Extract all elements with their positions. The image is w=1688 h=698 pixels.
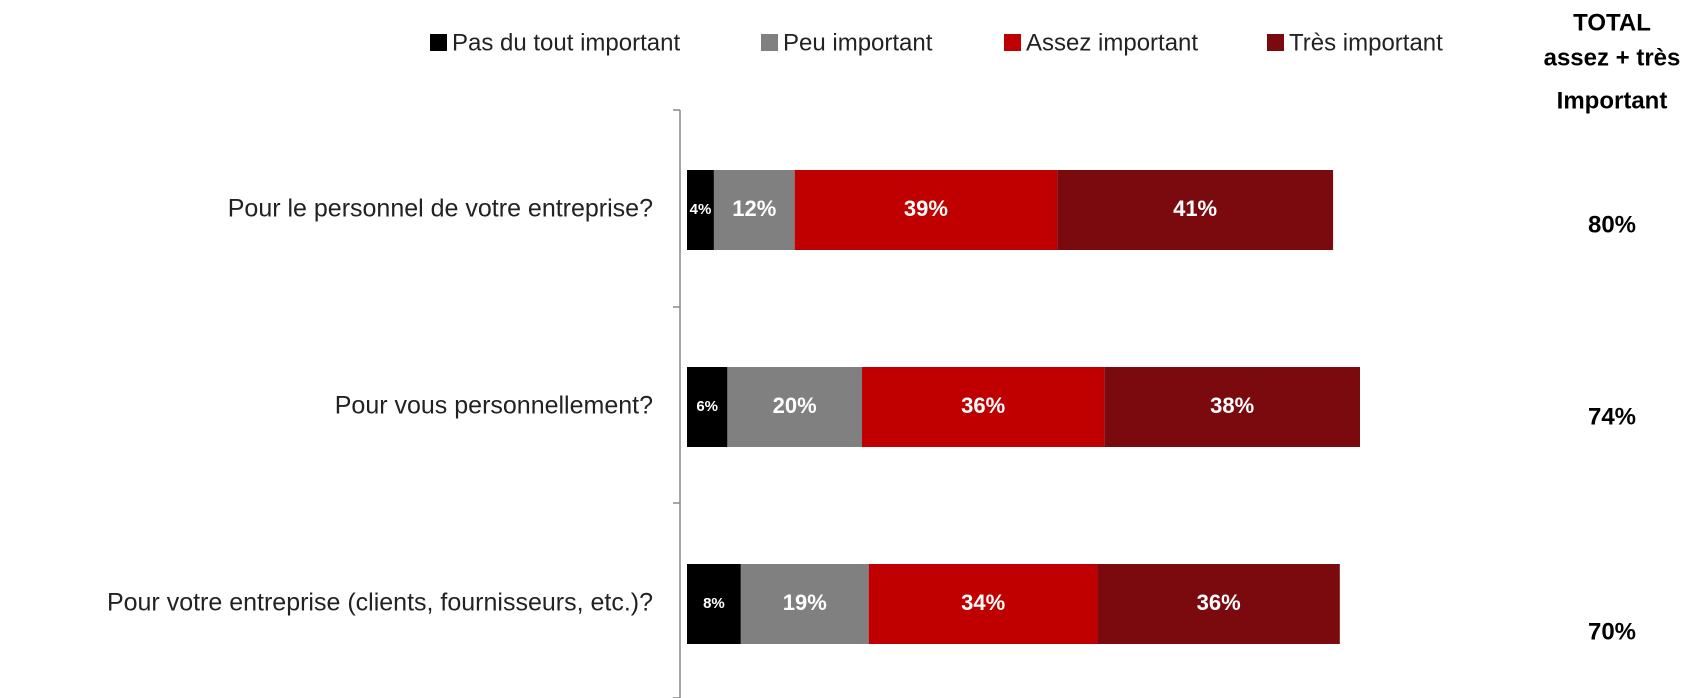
- legend-swatch: [430, 34, 447, 51]
- category-label: Pour votre entreprise (clients, fourniss…: [107, 589, 653, 617]
- bar-segment: [1104, 367, 1360, 447]
- bar-segment: [687, 367, 728, 447]
- total-label: 74%: [1588, 403, 1636, 430]
- category-label: Pour vous personnellement?: [335, 392, 653, 420]
- value-label: 38%: [1210, 393, 1254, 418]
- total-label: 70%: [1588, 618, 1636, 645]
- bar-segment: [1057, 170, 1334, 250]
- legend-swatch: [761, 34, 778, 51]
- bar-segment: [794, 170, 1058, 250]
- legend-swatch: [1004, 34, 1021, 51]
- legend-label: Peu important: [783, 29, 933, 56]
- bar-segment: [868, 564, 1098, 644]
- value-label: 8%: [703, 595, 725, 612]
- total-label: 80%: [1588, 211, 1636, 238]
- value-label: 41%: [1173, 196, 1217, 221]
- bar-segment: [740, 564, 869, 644]
- category-label: Pour le personnel de votre entreprise?: [228, 195, 653, 223]
- value-label: 12%: [732, 196, 776, 221]
- bar-segment: [727, 367, 862, 447]
- bar-segment: [713, 170, 795, 250]
- legend-swatch: [1267, 34, 1284, 51]
- bar-segment: [687, 564, 741, 644]
- value-label: 36%: [961, 393, 1005, 418]
- total-header: TOTAL: [1573, 9, 1651, 36]
- total-header: assez + très: [1544, 44, 1681, 71]
- legend-label: Pas du tout important: [452, 29, 680, 56]
- value-label: 20%: [773, 393, 817, 418]
- bar-segment: [861, 367, 1105, 447]
- value-label: 19%: [783, 590, 827, 615]
- value-label: 36%: [1197, 590, 1241, 615]
- value-label: 34%: [961, 590, 1005, 615]
- bar-segment: [1097, 564, 1340, 644]
- value-label: 4%: [690, 201, 712, 218]
- total-header: Important: [1557, 87, 1668, 114]
- legend-label: Assez important: [1026, 29, 1198, 56]
- value-label: 39%: [904, 196, 948, 221]
- legend-label: Très important: [1289, 29, 1443, 56]
- value-label: 6%: [696, 398, 718, 415]
- bar-segment: [687, 170, 714, 250]
